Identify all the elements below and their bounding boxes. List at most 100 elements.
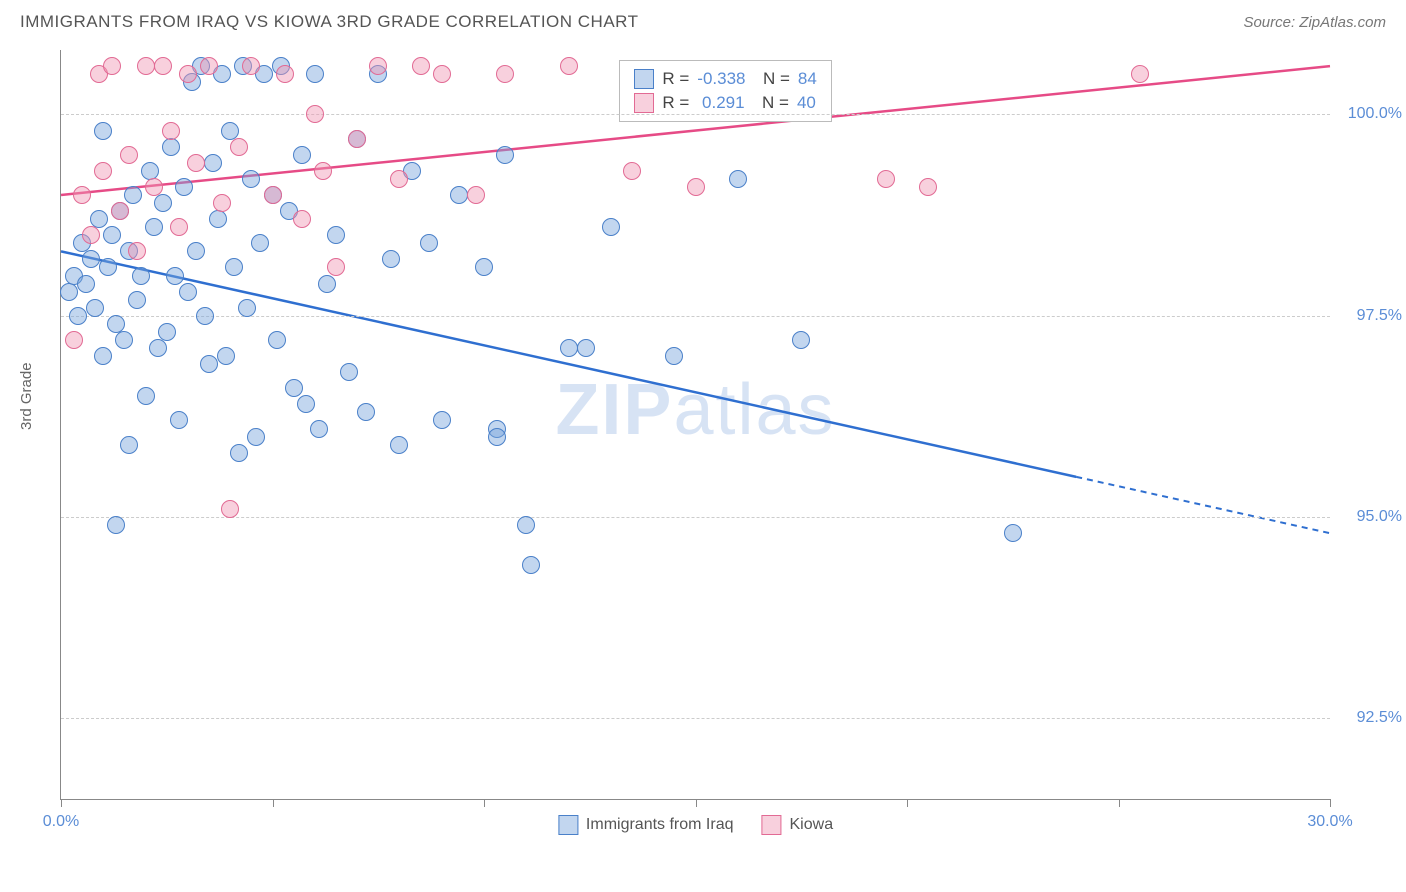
- scatter-point: [77, 275, 95, 293]
- scatter-point: [154, 57, 172, 75]
- scatter-point: [792, 331, 810, 349]
- scatter-point: [242, 170, 260, 188]
- scatter-point: [82, 226, 100, 244]
- x-tick: [907, 799, 908, 807]
- y-tick-label: 100.0%: [1348, 105, 1402, 123]
- scatter-point: [141, 162, 159, 180]
- scatter-point: [120, 146, 138, 164]
- scatter-point: [327, 258, 345, 276]
- scatter-point: [264, 186, 282, 204]
- stat-label: N =: [754, 69, 790, 89]
- y-tick-label: 92.5%: [1357, 709, 1402, 727]
- scatter-point: [73, 186, 91, 204]
- scatter-point: [179, 283, 197, 301]
- scatter-point: [665, 347, 683, 365]
- scatter-point: [293, 210, 311, 228]
- x-tick: [273, 799, 274, 807]
- scatter-point: [577, 339, 595, 357]
- stat-label: N =: [753, 93, 789, 113]
- scatter-point: [225, 258, 243, 276]
- r-value-b: 0.291: [697, 93, 744, 113]
- scatter-point: [433, 411, 451, 429]
- scatter-point: [560, 339, 578, 357]
- scatter-point: [221, 500, 239, 518]
- scatter-point: [128, 242, 146, 260]
- scatter-point: [318, 275, 336, 293]
- x-tick: [61, 799, 62, 807]
- y-tick-label: 97.5%: [1357, 307, 1402, 325]
- scatter-point: [187, 154, 205, 172]
- scatter-point: [209, 210, 227, 228]
- scatter-point: [103, 226, 121, 244]
- scatter-point: [623, 162, 641, 180]
- scatter-point: [238, 299, 256, 317]
- scatter-point: [149, 339, 167, 357]
- scatter-point: [137, 57, 155, 75]
- r-value-a: -0.338: [697, 69, 745, 89]
- y-tick-label: 95.0%: [1357, 508, 1402, 526]
- scatter-point: [94, 122, 112, 140]
- scatter-point: [145, 178, 163, 196]
- scatter-point: [242, 57, 260, 75]
- scatter-point: [196, 307, 214, 325]
- scatter-point: [729, 170, 747, 188]
- scatter-point: [496, 146, 514, 164]
- swatch-icon: [634, 93, 654, 113]
- scatter-point: [382, 250, 400, 268]
- scatter-point: [340, 363, 358, 381]
- scatter-point: [687, 178, 705, 196]
- scatter-point: [111, 202, 129, 220]
- scatter-point: [475, 258, 493, 276]
- n-value-a: 84: [798, 69, 817, 89]
- scatter-point: [467, 186, 485, 204]
- gridline: [61, 517, 1330, 518]
- gridline: [61, 316, 1330, 317]
- scatter-point: [213, 194, 231, 212]
- series-name-b: Kiowa: [790, 816, 834, 834]
- chart-title: IMMIGRANTS FROM IRAQ VS KIOWA 3RD GRADE …: [20, 12, 639, 32]
- scatter-point: [94, 162, 112, 180]
- legend-row-series-a: R = -0.338 N = 84: [634, 67, 816, 91]
- scatter-point: [107, 516, 125, 534]
- scatter-point: [276, 65, 294, 83]
- scatter-point: [69, 307, 87, 325]
- legend-row-series-b: R = 0.291 N = 40: [634, 91, 816, 115]
- scatter-point: [488, 428, 506, 446]
- trend-lines-layer: [61, 50, 1330, 799]
- scatter-point: [496, 65, 514, 83]
- scatter-point: [128, 291, 146, 309]
- scatter-point: [166, 267, 184, 285]
- scatter-point: [217, 347, 235, 365]
- bottom-series-legend: Immigrants from Iraq Kiowa: [558, 815, 833, 835]
- series-name-a: Immigrants from Iraq: [586, 816, 734, 834]
- scatter-point: [137, 387, 155, 405]
- scatter-point: [919, 178, 937, 196]
- scatter-point: [293, 146, 311, 164]
- scatter-point: [268, 331, 286, 349]
- y-axis-label: 3rd Grade: [18, 362, 35, 430]
- trend-line-extrapolated: [1076, 477, 1330, 533]
- scatter-point: [200, 57, 218, 75]
- watermark-text: ZIPatlas: [555, 369, 835, 451]
- scatter-point: [170, 218, 188, 236]
- correlation-legend-box: R = -0.338 N = 84 R = 0.291 N = 40: [619, 60, 831, 122]
- scatter-point: [560, 57, 578, 75]
- scatter-point: [86, 299, 104, 317]
- scatter-point: [82, 250, 100, 268]
- source-credit: Source: ZipAtlas.com: [1243, 14, 1386, 31]
- scatter-point: [99, 258, 117, 276]
- scatter-point: [187, 242, 205, 260]
- scatter-point: [115, 331, 133, 349]
- scatter-point: [94, 347, 112, 365]
- chart-plot-area: ZIPatlas R = -0.338 N = 84 R = 0.291 N =…: [60, 50, 1330, 800]
- scatter-point: [450, 186, 468, 204]
- scatter-point: [65, 331, 83, 349]
- scatter-point: [124, 186, 142, 204]
- scatter-point: [314, 162, 332, 180]
- scatter-point: [179, 65, 197, 83]
- scatter-point: [285, 379, 303, 397]
- scatter-point: [297, 395, 315, 413]
- scatter-point: [348, 130, 366, 148]
- stat-label: R =: [662, 93, 689, 113]
- scatter-point: [1131, 65, 1149, 83]
